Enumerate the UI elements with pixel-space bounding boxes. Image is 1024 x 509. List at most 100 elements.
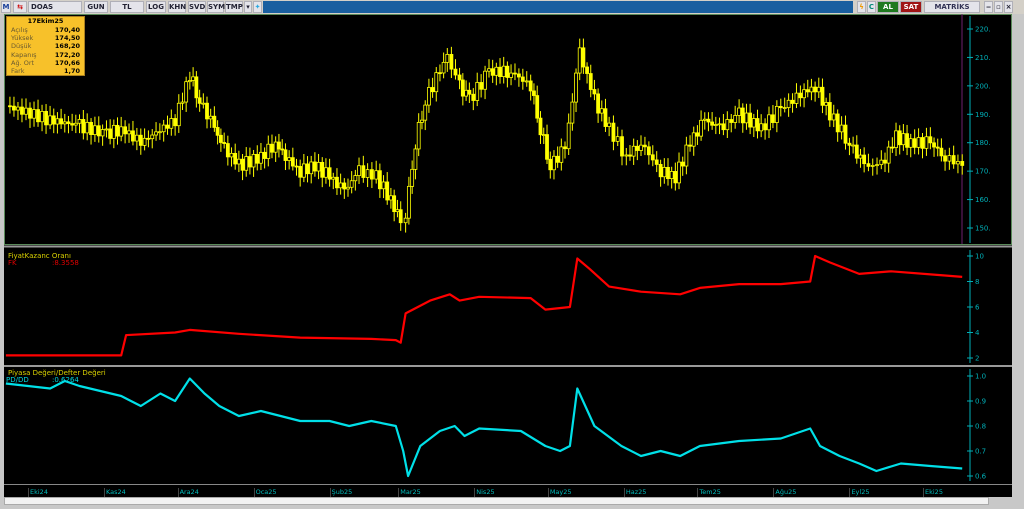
candle-body	[639, 144, 643, 151]
brand-label: MATRİKS	[924, 1, 980, 13]
y-tick-label: 180.	[975, 139, 991, 147]
candle-body	[176, 102, 181, 127]
candle-body	[312, 161, 317, 172]
candle-body	[449, 54, 454, 70]
candle-body	[744, 112, 749, 124]
candle-body	[475, 82, 480, 101]
candle-body	[643, 144, 647, 148]
candle-body	[357, 165, 361, 176]
candle-body	[740, 107, 745, 124]
horizontal-scrollbar[interactable]	[4, 497, 989, 505]
pddd-value: :0.6264	[52, 376, 79, 384]
candle-body	[920, 137, 925, 149]
candle-body	[277, 141, 281, 150]
candle-body	[66, 121, 71, 124]
close-icon[interactable]: ×	[1004, 1, 1013, 13]
c-icon[interactable]: C	[867, 1, 876, 13]
candle-body	[395, 209, 400, 213]
m-logo-icon: M	[1, 1, 11, 13]
y-tick-label: 0.9	[975, 398, 986, 406]
candle-body	[577, 47, 582, 74]
twitter-icon[interactable]: ✦	[253, 1, 262, 13]
candle-body	[453, 68, 458, 76]
candle-body	[555, 155, 560, 163]
month-label: Haz25	[623, 488, 647, 498]
candle-body	[771, 114, 775, 123]
candle-body	[912, 138, 917, 148]
candle-body	[947, 155, 952, 162]
candle-body	[541, 134, 546, 136]
dropdown-icon[interactable]: ▾	[244, 1, 252, 13]
candle-body	[123, 126, 128, 135]
candle-body	[759, 123, 764, 132]
info-value: 168,20	[54, 42, 80, 51]
candle-body	[244, 156, 249, 171]
pddd-label: PD/DD	[6, 376, 29, 384]
info-label: Fark	[11, 67, 25, 76]
month-label: Oca25	[253, 488, 277, 498]
candle-body	[835, 113, 840, 133]
buy-button[interactable]: AL	[877, 1, 899, 13]
candle-body	[538, 117, 543, 136]
candle-body	[96, 125, 101, 137]
month-label: Eki25	[923, 488, 943, 498]
currency-button[interactable]: TL	[110, 1, 144, 13]
candle-body	[467, 89, 472, 95]
sym-button[interactable]: SYM	[207, 1, 226, 13]
info-row: Yüksek 174,50	[7, 34, 84, 42]
candle-body	[434, 72, 439, 93]
symbol-input[interactable]: DOAS	[28, 1, 82, 13]
candle-body	[353, 175, 358, 182]
candle-body	[839, 124, 844, 133]
candle-body	[423, 104, 428, 121]
sell-button[interactable]: SAT	[900, 1, 922, 13]
restore-icon[interactable]: ▫	[994, 1, 1003, 13]
candle-body	[802, 89, 806, 99]
candle-body	[673, 171, 678, 184]
toolbar: M ⇆ DOAS GUN TL LOG KHN SVD SYM TMP ▾ ✦ …	[0, 0, 1024, 14]
period-button[interactable]: GUN	[84, 1, 108, 13]
lightning-icon[interactable]: ϟ	[857, 1, 866, 13]
month-label: Eki24	[28, 488, 48, 498]
y-tick-label: 150.	[975, 225, 991, 233]
candle-body	[501, 65, 506, 77]
candle-body	[59, 118, 64, 125]
candle-body	[563, 146, 567, 150]
candle-body	[36, 109, 40, 123]
refresh-icon[interactable]: ⇆	[13, 1, 27, 13]
candle-body	[524, 80, 529, 83]
candle-body	[335, 176, 339, 189]
candle-body	[570, 101, 575, 124]
minimize-icon[interactable]: ‒	[984, 1, 993, 13]
khn-button[interactable]: KHN	[168, 1, 187, 13]
candle-body	[215, 127, 220, 136]
candle-body	[535, 95, 540, 119]
info-value: 174,50	[54, 34, 80, 43]
candle-body	[93, 125, 97, 136]
chart-area[interactable]: 150. 160. 170. 180. 190. 200. 210. 220. 2 4 6 8 10 0.…	[4, 14, 1012, 484]
info-row: Düşük 168,20	[7, 42, 84, 50]
month-label: Ara24	[177, 488, 199, 498]
candle-body	[824, 102, 829, 106]
candle-body	[851, 144, 856, 147]
candle-body	[338, 182, 343, 189]
candle-body	[403, 217, 408, 224]
candle-body	[729, 119, 734, 123]
svd-button[interactable]: SVD	[188, 1, 206, 13]
candle-body	[389, 195, 393, 201]
candle-body	[191, 76, 196, 81]
candle-body	[40, 111, 44, 123]
y-tick-label: 170.	[975, 168, 991, 176]
y-tick-label: 6	[975, 304, 980, 312]
chart-svg: 150. 160. 170. 180. 190. 200. 210. 220. 2 4 6 8 10 0.…	[4, 14, 1012, 481]
log-button[interactable]: LOG	[146, 1, 166, 13]
candle-body	[349, 180, 354, 188]
candle-body	[943, 155, 947, 162]
candle-body	[494, 66, 499, 76]
candle-body	[240, 158, 245, 171]
candle-body	[413, 148, 418, 170]
tmp-button[interactable]: TMP	[225, 1, 243, 13]
candle-body	[169, 118, 174, 129]
fk-panel-title: FiyatKazanc Oranı	[8, 252, 71, 260]
candle-body	[305, 163, 310, 175]
